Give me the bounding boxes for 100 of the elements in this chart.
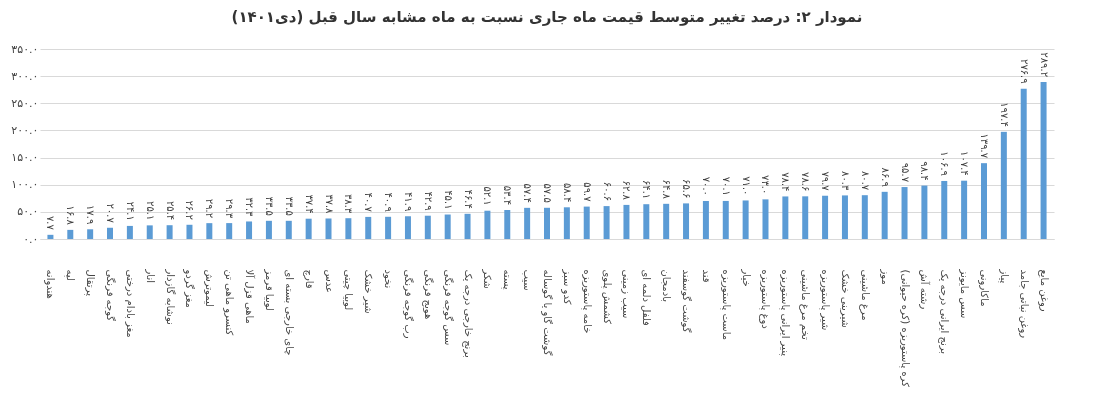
x-tick-label: ماهی قزل آلا (244, 269, 257, 324)
bar (146, 225, 153, 239)
bar (126, 225, 133, 239)
x-tick-label: سیب زمینی (621, 269, 633, 319)
bar (941, 180, 948, 239)
data-label: ۴۵.۱ (442, 190, 454, 210)
bar (742, 200, 749, 239)
x-tick-label: مغز بادام درختی (124, 269, 136, 338)
data-label: ۴۶.۴ (462, 189, 474, 209)
data-label: ۷۰.۱ (720, 176, 732, 196)
x-tick-label: ماست پاستوریزه (719, 269, 732, 341)
x-tick-label: گوشت گوسفند (681, 269, 693, 333)
x-tick-label: لپه (64, 269, 77, 281)
data-label: ۵۳.۴ (502, 185, 514, 206)
x-tick-label: هندوانه (44, 269, 57, 299)
bar (921, 185, 928, 239)
bar (802, 196, 809, 239)
bar (881, 191, 888, 239)
x-tick-label: عدس (323, 269, 335, 293)
data-label: ۷۹.۷ (820, 171, 832, 192)
x-tick-label: سیب (522, 269, 534, 291)
x-tick-label: گوجه فرنگی (105, 269, 117, 322)
x-tick-label: روغن نباتی جامد (1017, 269, 1030, 339)
x-tick-label: خامه پاستوریزه (580, 269, 593, 334)
data-label: ۷.۷ (45, 215, 57, 231)
x-tick-label: سس گوجه فرنگی (442, 269, 454, 346)
bar (107, 227, 114, 239)
data-label: ۳۳.۵ (283, 196, 295, 216)
x-tick-label: کنسرو ماهی تن (223, 269, 236, 336)
data-label: ۷۸.۴ (780, 172, 792, 192)
data-label: ۲۵.۴ (164, 200, 176, 221)
x-tick-label: پنیر ایرانی پاستوریزه (779, 269, 792, 357)
data-label: ۴۲.۹ (422, 191, 434, 211)
bar (663, 203, 670, 239)
bar (1000, 131, 1007, 239)
data-label: ۷۰.۰ (700, 176, 712, 196)
data-label: ۴۱.۹ (402, 191, 414, 212)
data-label: ۲۸۹.۲ (1038, 52, 1050, 78)
y-tick-label: ۱۵۰.۰ (11, 151, 39, 165)
bar (166, 225, 173, 239)
x-tick-label: بادمجان (661, 269, 673, 302)
bar (841, 195, 848, 239)
data-label: ۳۲.۳ (244, 197, 256, 218)
x-tick-label: کدو سبز (560, 268, 573, 305)
data-label: ۱۳۹.۷ (978, 133, 990, 159)
y-tick-label: ۲۰۰.۰ (11, 123, 39, 137)
bar (365, 216, 372, 239)
bar (603, 206, 610, 239)
data-label: ۲۷۶.۹ (1018, 59, 1030, 84)
bar (722, 200, 729, 239)
x-tick-label: لوبیا قرمز (263, 268, 275, 311)
bar (325, 218, 332, 239)
x-tick-label: فلفل دلمه ای (641, 269, 653, 327)
data-label: ۹۵.۷ (899, 162, 911, 183)
data-label: ۷۸.۶ (800, 172, 812, 192)
bar (861, 195, 868, 239)
x-tick-label: پسته (501, 269, 514, 290)
bar (980, 163, 987, 239)
bar (265, 220, 272, 239)
data-label: ۴۰.۷ (363, 192, 375, 213)
bar (246, 221, 253, 239)
chart-title: نمودار ۲: درصد تغییر متوسط قیمت ماه جاری نسبت به ماه مشابه سال قبل (دی۱۴۰۱) (231, 8, 863, 26)
data-label: ۳۷.۸ (323, 194, 335, 215)
data-label: ۲۹.۳ (224, 198, 236, 219)
y-tick-label: ۳۵۰.۰ (11, 42, 39, 56)
data-label: ۱۹۷.۴ (998, 102, 1010, 127)
y-tick-label: ۵۰.۰ (17, 205, 39, 219)
x-tick-label: کشمش پلوی (600, 269, 613, 325)
bar (563, 207, 570, 239)
data-label: ۱۰۷.۴ (959, 151, 971, 176)
x-tick-label: لوبیا چیتی (343, 269, 355, 311)
x-tick-label: نخود (383, 269, 395, 289)
data-label: ۷۱.۰ (740, 176, 752, 196)
x-tick-label: نوشابه گازدار (164, 268, 176, 325)
data-label: ۳۸.۳ (343, 193, 355, 214)
y-tick-label: ۰.۰ (23, 232, 39, 246)
x-tick-label: برنج ایرانی درجه یک (938, 269, 951, 355)
bar (226, 223, 233, 239)
x-tick-label: تخم مرغ ماشینی (799, 269, 812, 340)
x-tick-label: رشته آش (919, 269, 932, 310)
bar (961, 180, 968, 239)
bar (404, 216, 411, 239)
bar (385, 216, 392, 239)
bar (762, 199, 769, 239)
bar (464, 213, 471, 239)
x-tick-label: پرتقال (84, 269, 97, 297)
x-tick-label: سس مایونز (959, 268, 971, 319)
x-tick-label: ماکارونی (977, 269, 990, 307)
x-tick-label: قارچ (302, 269, 315, 289)
y-tick-label: ۳۰۰.۰ (11, 69, 39, 83)
data-label: ۶۲.۸ (621, 180, 633, 201)
x-tick-label: مغز گردو (183, 268, 196, 308)
data-label: ۸۰.۳ (839, 171, 851, 192)
bar (424, 215, 431, 239)
x-tick-label: کره پاستوریزه (کره حیوانی) (898, 269, 911, 388)
bar (822, 195, 829, 239)
x-tick-label: شیر خشک (363, 269, 375, 314)
data-label: ۵۲.۱ (482, 186, 494, 206)
x-tick-label: انار (144, 268, 156, 283)
x-tick-label: لیموترش (204, 269, 216, 308)
